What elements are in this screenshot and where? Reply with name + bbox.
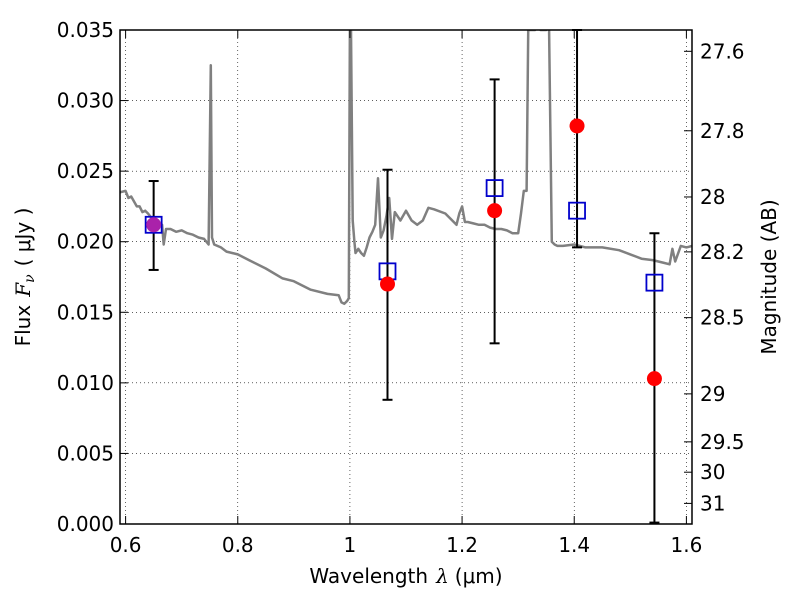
plot-frame <box>119 29 693 525</box>
y-tick-label: 0.015 <box>57 300 114 324</box>
spectrum-line <box>120 30 692 306</box>
y-axis-title: FluxFν( μJy ) <box>11 208 38 347</box>
mag-tick-label: 30 <box>700 460 725 484</box>
y-tick-label: 0.025 <box>57 159 114 183</box>
circle-marker <box>487 203 503 219</box>
x-tick-label: 1.2 <box>446 533 478 557</box>
axis-ticks <box>120 29 692 525</box>
square-marker <box>485 179 504 197</box>
circle-marker <box>569 118 585 134</box>
y2-axis-title: Magnitude (AB) <box>757 199 781 354</box>
y-tick-label: 0.030 <box>57 89 114 113</box>
mag-tick-label: 28.2 <box>700 240 745 264</box>
spectrum-series <box>120 30 692 306</box>
x-tick-label: 1.6 <box>670 533 702 557</box>
mag-tick-label: 29 <box>700 382 725 406</box>
circle-marker <box>646 371 662 387</box>
x-tick-label: 0.6 <box>110 533 142 557</box>
square-markers <box>144 179 664 292</box>
y-tick-label: 0.005 <box>57 441 114 465</box>
y-tick-label: 0.020 <box>57 230 114 254</box>
square-marker <box>144 215 163 234</box>
tick-labels: 0.6 0.8 1 1.2 1.4 1.6 0.000 0.005 0.010 0.015 0.02… <box>57 18 745 557</box>
circle-markers <box>146 118 662 387</box>
circle-marker <box>146 217 162 233</box>
x-tick-label: 1.4 <box>558 533 590 557</box>
x-axis-title: Wavelength λ (μm) <box>309 564 502 588</box>
x-tick-label: 1 <box>344 533 357 557</box>
y-tick-label: 0.000 <box>57 512 114 536</box>
x-tick-label: 0.8 <box>222 533 254 557</box>
mag-tick-label: 29.5 <box>700 430 745 454</box>
y-tick-label: 0.035 <box>57 18 114 42</box>
mag-tick-label: 28 <box>700 185 725 209</box>
mag-tick-label: 31 <box>700 491 725 515</box>
mag-tick-label: 28.5 <box>700 306 745 330</box>
square-marker <box>568 201 586 220</box>
circle-marker <box>379 276 395 292</box>
y-tick-label: 0.010 <box>57 371 114 395</box>
mag-tick-label: 27.6 <box>700 39 745 63</box>
grid <box>120 30 692 524</box>
error-bars <box>148 29 660 524</box>
square-marker <box>645 273 664 292</box>
mag-tick-label: 27.8 <box>700 119 745 143</box>
